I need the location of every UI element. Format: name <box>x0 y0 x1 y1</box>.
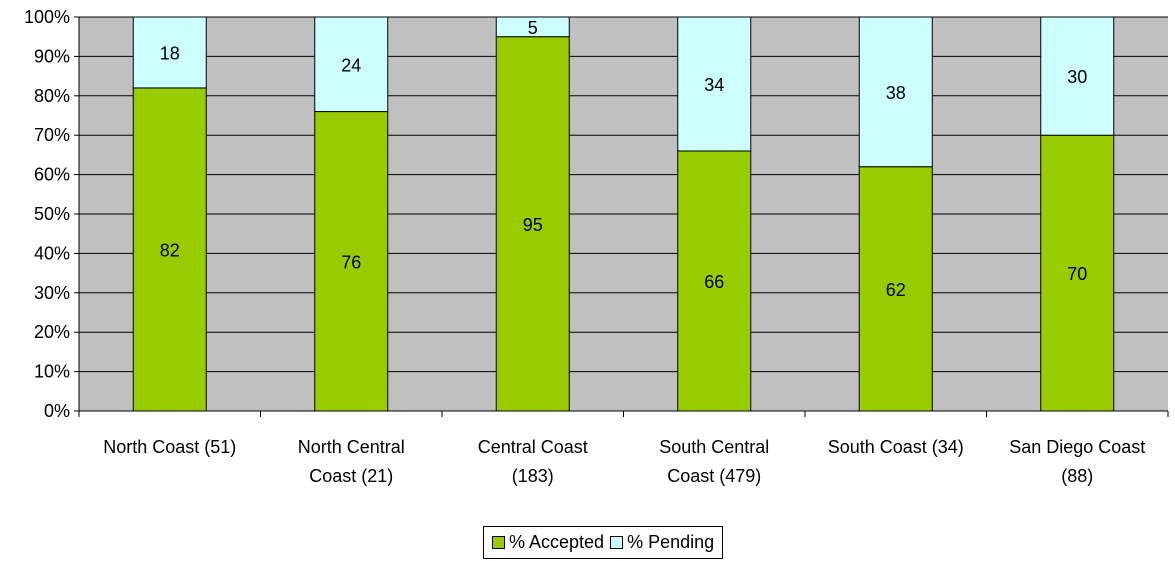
bar-pending <box>677 16 752 152</box>
data-label-pending: 24 <box>341 55 361 75</box>
y-tick-label: 10% <box>34 362 70 382</box>
y-tick-label: 80% <box>34 86 70 106</box>
bar-accepted <box>677 150 752 412</box>
data-label-pending: 5 <box>528 18 538 38</box>
data-label-accepted: 76 <box>341 252 361 272</box>
data-label-pending: 34 <box>704 75 724 95</box>
y-tick-label: 20% <box>34 322 70 342</box>
bar-pending <box>495 16 570 38</box>
legend: % Accepted % Pending <box>483 526 724 559</box>
x-tick-label: Central Coast (183) <box>478 437 588 486</box>
x-tick-label: North Central Coast (21) <box>298 437 405 486</box>
y-tick-label: 50% <box>34 204 70 224</box>
y-tick-label: 70% <box>34 125 70 145</box>
data-label-accepted: 70 <box>1067 264 1087 284</box>
legend-swatch-accepted <box>492 536 505 549</box>
data-label-pending: 30 <box>1067 67 1087 87</box>
y-tick-label: 30% <box>34 283 70 303</box>
bar-pending <box>858 16 933 168</box>
data-label-pending: 38 <box>886 83 906 103</box>
bar-accepted <box>495 36 570 412</box>
bar-accepted <box>314 111 389 412</box>
x-tick-label: North Coast (51) <box>103 437 236 457</box>
data-label-accepted: 82 <box>160 240 180 260</box>
legend-label-pending: % Pending <box>627 532 715 552</box>
bar-accepted <box>132 87 207 412</box>
data-label-accepted: 66 <box>704 272 724 292</box>
x-tick-label: San Diego Coast (88) <box>1009 437 1145 486</box>
x-tick-label: South Central Coast (479) <box>659 437 769 486</box>
bar-pending <box>1040 16 1115 136</box>
y-tick-label: 100% <box>24 7 70 27</box>
y-tick-label: 60% <box>34 165 70 185</box>
chart-svg: 0% 10% 20% 30% 40% 50% 60% 70% 80% 90% 100% 82 18 76 2… <box>24 7 1169 486</box>
data-label-pending: 18 <box>160 43 180 63</box>
legend-swatch-pending <box>610 536 624 549</box>
legend-item-pending: % Pending <box>610 532 714 553</box>
data-label-accepted: 62 <box>886 280 906 300</box>
y-tick-label: 0% <box>44 401 70 421</box>
bar-pending <box>314 16 389 113</box>
data-label-accepted: 95 <box>523 215 543 235</box>
bar-accepted <box>858 166 933 412</box>
y-tick-label: 90% <box>34 46 70 66</box>
bar-pending <box>132 16 207 89</box>
x-tick-label: South Coast (34) <box>828 437 964 457</box>
legend-label-accepted: % Accepted <box>509 532 605 552</box>
y-tick-label: 40% <box>34 243 70 263</box>
legend-item-accepted: % Accepted <box>492 532 604 553</box>
